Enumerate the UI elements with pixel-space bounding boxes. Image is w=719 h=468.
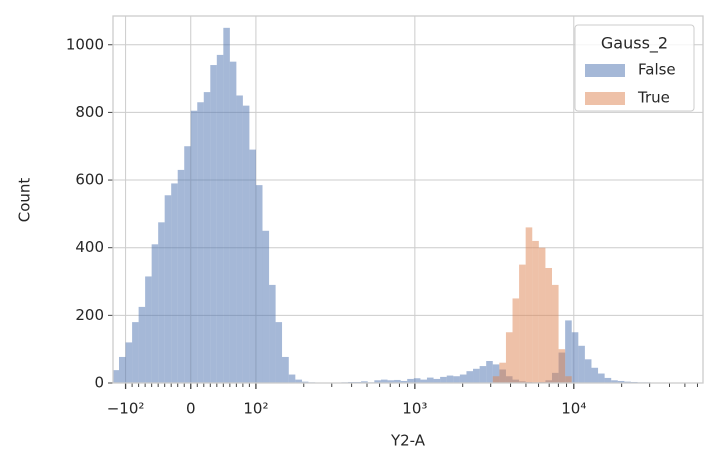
bar [479,366,487,383]
plot-frame [112,15,704,384]
bar [400,380,408,383]
bar [132,322,139,383]
bar [532,240,539,383]
bar [282,356,289,383]
bar [275,322,283,383]
bar [151,244,159,383]
bar [525,227,533,383]
bar [578,345,585,383]
legend-label: True [637,89,670,107]
bar [440,376,447,383]
bar [499,362,506,383]
bar [295,379,303,383]
bar [565,320,572,383]
bar [558,349,566,383]
y-tick-label: 1000 [66,35,104,53]
bar [223,27,230,383]
bar [519,264,526,383]
bar [288,374,296,383]
bar [361,381,368,383]
bar [466,371,474,383]
bar [446,375,454,383]
bar [138,306,146,383]
legend-swatch [585,64,625,77]
legend-label: False [638,61,676,79]
bar [453,376,460,383]
bar [236,95,243,384]
bar [413,378,421,383]
bar [119,356,126,383]
bar [473,368,480,383]
y-tick-label: 800 [75,103,104,121]
x-tick-label: −10² [107,400,145,418]
x-tick-label: 0 [186,400,196,418]
bar [551,284,559,383]
bar [604,377,612,383]
bar [229,61,237,383]
bar [113,370,120,383]
bar [512,298,520,383]
bar [184,146,191,383]
legend-swatch [585,92,625,105]
bar [598,373,605,383]
bar [262,230,270,383]
bar [171,183,178,383]
bar [125,342,133,383]
bar [255,185,263,383]
x-tick-label: 10³ [402,400,427,418]
bar [538,247,546,383]
bar [394,379,401,383]
bar [486,361,493,383]
y-tick-label: 600 [75,171,104,189]
bar [203,92,211,383]
bar [145,276,152,383]
legend: Gauss_2 False True [574,24,695,112]
bar [420,379,427,383]
bar [216,54,224,383]
bar [545,267,552,383]
legend-box [574,24,695,112]
bar [426,377,434,383]
bar [374,380,381,383]
bar [249,149,256,383]
bar [242,105,250,383]
x-tick-label: 10⁴ [561,400,586,418]
bar [611,380,618,383]
bar [177,169,185,383]
y-tick-label: 200 [75,306,104,324]
bar [302,381,309,383]
bar [190,110,198,383]
bar [269,284,276,383]
bar [380,379,388,383]
bar [210,65,217,383]
bar [565,376,572,383]
bar [584,359,592,383]
bar [624,381,631,383]
bar [492,376,500,383]
bar [197,102,204,384]
bar [617,380,625,383]
bar [158,222,165,383]
bar [459,374,467,383]
bar [433,378,441,383]
x-tick-label: 10² [243,400,268,418]
legend-title: Gauss_2 [601,34,668,54]
bar [505,332,513,383]
bar [387,380,395,383]
bar [407,378,414,383]
x-axis-label: Y2-A [390,432,426,450]
bar [571,332,579,383]
bar [164,195,172,383]
bar [591,367,599,383]
y-axis-label: Count [16,178,34,223]
bar [492,364,500,383]
y-tick-label: 400 [75,238,104,256]
y-tick-label: 0 [94,374,104,392]
